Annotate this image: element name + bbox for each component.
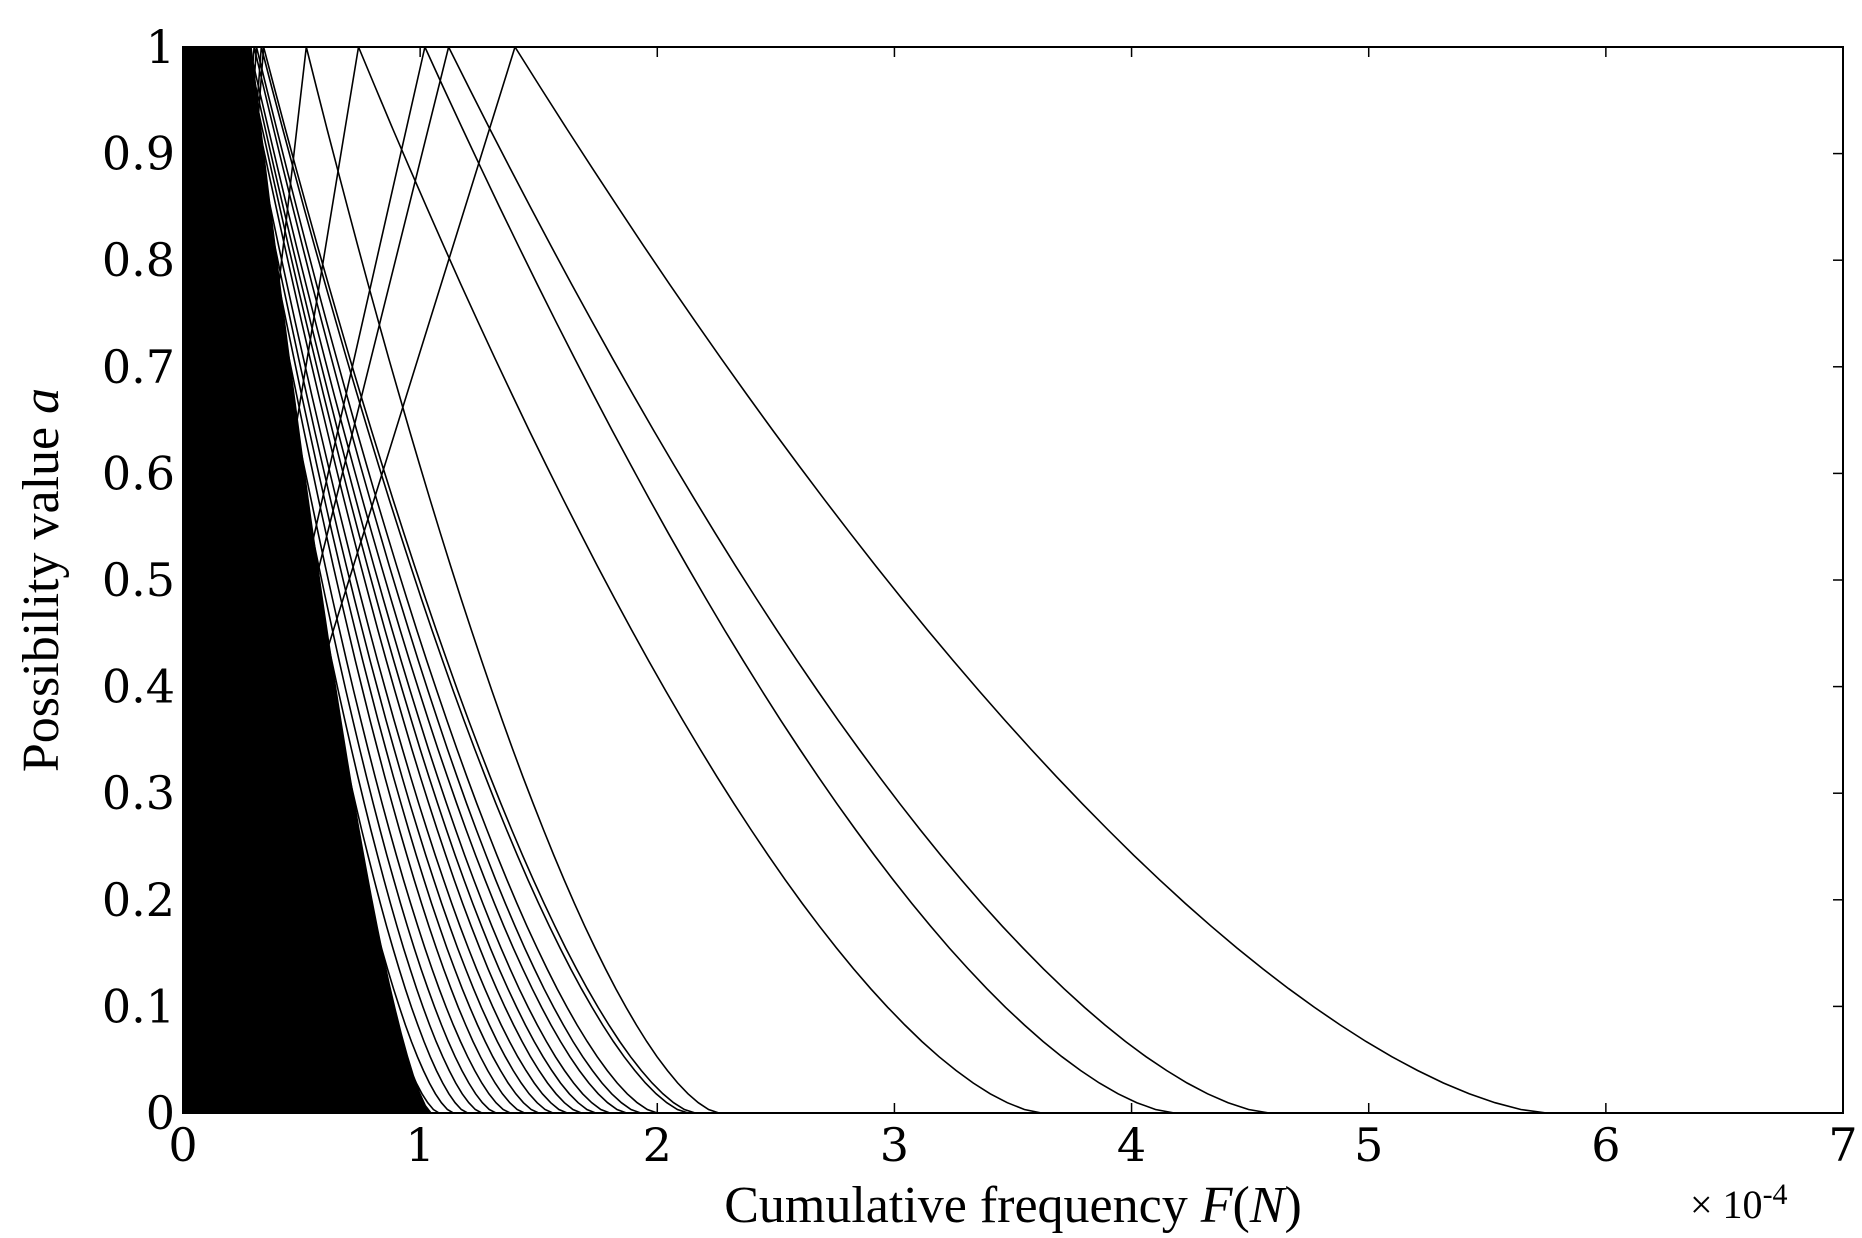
x-axis-label: Cumulative frequency F(N): [724, 1177, 1302, 1234]
curve-series-11: [183, 47, 611, 1113]
x-axis-multiplier: × 10-4: [1690, 1178, 1788, 1227]
y-axis-label: Possibility value a: [13, 388, 70, 772]
x-tick-label: 0: [168, 1118, 197, 1172]
x-tick-label: 3: [880, 1118, 909, 1172]
x-tick-label: 5: [1354, 1118, 1383, 1172]
x-tick-label: 4: [1117, 1118, 1146, 1172]
y-tick-label: 0: [146, 1086, 175, 1140]
curve-series-25: [183, 47, 412, 1113]
curve-series-26: [183, 47, 397, 1113]
curve-series-19: [183, 47, 497, 1113]
y-tick-label: 0.9: [102, 127, 175, 181]
curve-series-27: [183, 47, 383, 1113]
y-tick-label: 0.5: [102, 553, 175, 607]
curve-series-22: [183, 47, 454, 1113]
curve-series-24: [183, 47, 426, 1113]
y-tick-label: 0.6: [102, 446, 175, 500]
curve-series-28: [183, 47, 369, 1113]
curve-series-13: [183, 47, 582, 1113]
curve-series-16: [183, 47, 540, 1113]
y-tick-label: 0.4: [102, 660, 175, 714]
y-tick-label: 0.7: [102, 340, 175, 394]
curve-series-14: [183, 47, 568, 1113]
curve-series-17: [183, 47, 525, 1113]
y-axis-ticks: 0 0.1 0.2 0.3 0.4 0.5 0.6 0.7 0.8 0.9 1: [102, 20, 1843, 1140]
curve-series-12: [183, 47, 596, 1113]
curve-series-31: [183, 47, 326, 1113]
curve-series-2: [183, 47, 1270, 1113]
x-axis-ticks: 0 1 2 3 4 5 6 7: [168, 47, 1858, 1172]
y-tick-label: 0.1: [102, 979, 175, 1033]
curve-series-9: [183, 47, 641, 1113]
curve-series-4: [183, 47, 1042, 1113]
curve-series-34: [183, 47, 284, 1113]
x-tick-label: 1: [406, 1118, 435, 1172]
y-tick-label: 0.8: [102, 233, 175, 287]
curve-series-21: [183, 47, 468, 1113]
curve-series-7: [183, 47, 689, 1113]
curve-series-20: [183, 47, 483, 1113]
curve-series-18: [183, 47, 511, 1113]
curve-series-5: [183, 47, 720, 1113]
curve-series-29: [183, 47, 355, 1113]
curve-series-32: [183, 47, 312, 1113]
curve-series-8: [183, 47, 658, 1113]
curve-series-10: [183, 47, 627, 1113]
curve-series-33: [183, 47, 298, 1113]
y-tick-label: 0.2: [102, 873, 175, 927]
y-tick-label: 0.3: [102, 766, 175, 820]
curve-series-23: [183, 47, 440, 1113]
curve-series-6: [183, 47, 696, 1113]
x-tick-label: 6: [1591, 1118, 1620, 1172]
x-tick-label: 7: [1828, 1118, 1857, 1172]
x-tick-label: 2: [643, 1118, 672, 1172]
curve-series-3: [183, 47, 1175, 1113]
curve-series-group: [183, 47, 1547, 1113]
y-tick-label: 1: [146, 20, 175, 74]
curve-series-30: [183, 47, 341, 1113]
curve-series-15: [183, 47, 554, 1113]
curve-series-1: [183, 47, 1547, 1113]
